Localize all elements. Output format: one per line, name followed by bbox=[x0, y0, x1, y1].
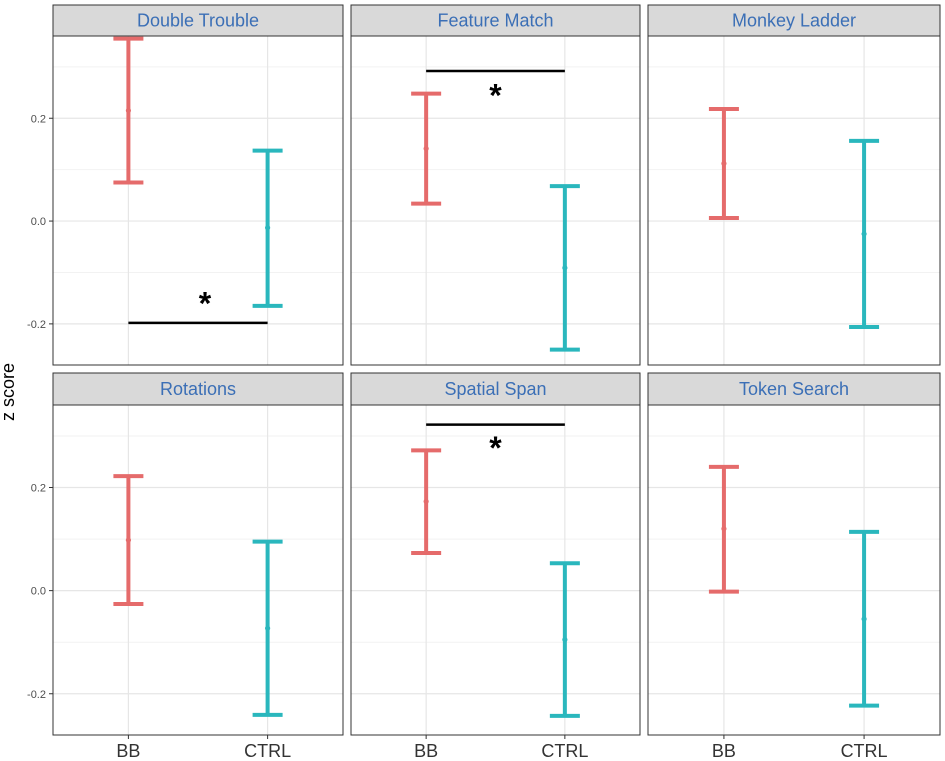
panel-monkey-ladder: Monkey Ladder bbox=[647, 4, 941, 366]
panel-spatial-span: Spatial Span BB CTRL * bbox=[350, 372, 641, 761]
panel-background bbox=[648, 36, 940, 365]
strip-title: Token Search bbox=[739, 379, 849, 399]
mean-point-ctrl bbox=[861, 616, 867, 622]
x-tick-label: CTRL bbox=[541, 741, 588, 761]
x-tick-label: BB bbox=[116, 741, 140, 761]
y-tick-label: 0.2 bbox=[31, 113, 46, 125]
mean-point-ctrl bbox=[562, 265, 568, 271]
mean-point-ctrl bbox=[265, 625, 271, 631]
strip-title: Feature Match bbox=[437, 11, 553, 31]
strip-background bbox=[350, 372, 641, 406]
strip-title: Spatial Span bbox=[444, 379, 546, 399]
panel-background bbox=[53, 36, 343, 365]
significance-star: * bbox=[489, 430, 502, 466]
strip-background bbox=[647, 372, 941, 406]
strip-background bbox=[52, 4, 344, 37]
mean-point-bb bbox=[423, 145, 429, 152]
mean-point-ctrl bbox=[562, 637, 568, 643]
mean-point-bb bbox=[125, 107, 131, 114]
x-tick-label: CTRL bbox=[244, 741, 291, 761]
strip-title: Rotations bbox=[160, 379, 236, 399]
panel-rotations: Rotations -0.2 0.0 0.2 BB CTRL bbox=[27, 372, 344, 761]
mean-point-ctrl bbox=[861, 231, 867, 237]
panel-background bbox=[351, 36, 640, 365]
y-tick-label: -0.2 bbox=[27, 319, 46, 331]
x-tick-label: BB bbox=[712, 741, 736, 761]
mean-point-bb bbox=[125, 537, 131, 543]
strip-title: Monkey Ladder bbox=[732, 11, 856, 31]
panel-feature-match: Feature Match * bbox=[350, 4, 641, 366]
panel-background bbox=[648, 405, 940, 735]
strip-background bbox=[647, 4, 941, 37]
panel-token-search: Token Search BB CTRL bbox=[647, 372, 941, 761]
facet-panels: Double Trouble -0.2 0.0 0.2 * Feature Match * M… bbox=[27, 4, 941, 761]
y-tick-label: -0.2 bbox=[27, 689, 46, 701]
panel-double-trouble: Double Trouble -0.2 0.0 0.2 * bbox=[27, 4, 344, 366]
mean-point-bb bbox=[423, 498, 429, 505]
panel-background bbox=[351, 405, 640, 735]
panel-background bbox=[53, 405, 343, 735]
significance-star: * bbox=[489, 78, 502, 114]
y-tick-label: 0.2 bbox=[31, 483, 46, 495]
strip-title: Double Trouble bbox=[137, 11, 259, 31]
mean-point-bb bbox=[721, 526, 727, 532]
x-tick-label: CTRL bbox=[841, 741, 888, 761]
y-tick-label: 0.0 bbox=[31, 586, 46, 598]
strip-background bbox=[52, 372, 344, 406]
strip-background bbox=[350, 4, 641, 37]
significance-star: * bbox=[199, 286, 212, 322]
y-tick-label: 0.0 bbox=[31, 216, 46, 228]
y-axis-label: z score bbox=[0, 363, 18, 421]
x-tick-label: BB bbox=[414, 741, 438, 761]
mean-point-bb bbox=[721, 160, 727, 167]
mean-point-ctrl bbox=[265, 225, 271, 231]
